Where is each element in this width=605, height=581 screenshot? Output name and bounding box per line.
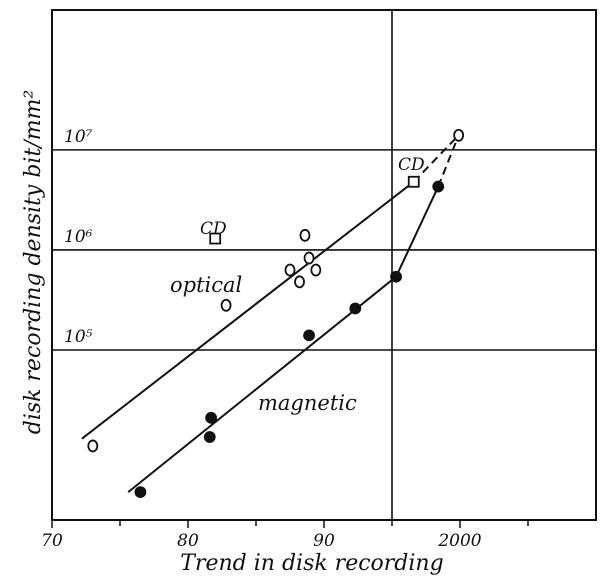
x-tick-label: 2000 xyxy=(437,531,481,551)
data-point xyxy=(303,329,315,342)
y-tick-label: 10⁶ xyxy=(64,227,93,247)
data-point xyxy=(407,175,420,188)
annotation: CD xyxy=(398,155,425,175)
data-point xyxy=(303,251,315,265)
data-point xyxy=(284,263,296,277)
x-tick-label: 90 xyxy=(313,531,335,551)
annotation: magnetic xyxy=(258,391,357,415)
data-point xyxy=(349,302,362,315)
x-tick-label: 80 xyxy=(177,531,199,551)
y-tick-label: 10⁷ xyxy=(64,127,93,147)
data-point xyxy=(294,275,305,289)
plot-frame xyxy=(51,9,597,521)
data-point xyxy=(220,298,232,312)
trend-line xyxy=(437,134,460,187)
data-point xyxy=(209,232,222,245)
y-axis-label: disk recording density bit/mm² xyxy=(21,90,46,435)
x-axis-label: Trend in disk recording xyxy=(180,551,443,576)
trend-line xyxy=(81,180,415,440)
y-tick-label: 10⁵ xyxy=(64,327,93,347)
trend-line xyxy=(413,134,460,183)
data-point xyxy=(310,263,322,277)
data-point xyxy=(203,431,216,443)
data-point xyxy=(87,439,99,453)
data-point xyxy=(134,486,147,499)
data-point xyxy=(432,180,445,193)
annotation: optical xyxy=(170,273,242,297)
data-point xyxy=(390,270,402,283)
data-point xyxy=(299,228,311,242)
x-tick-label: 70 xyxy=(41,531,63,551)
data-point xyxy=(205,411,218,424)
data-point xyxy=(453,128,465,142)
